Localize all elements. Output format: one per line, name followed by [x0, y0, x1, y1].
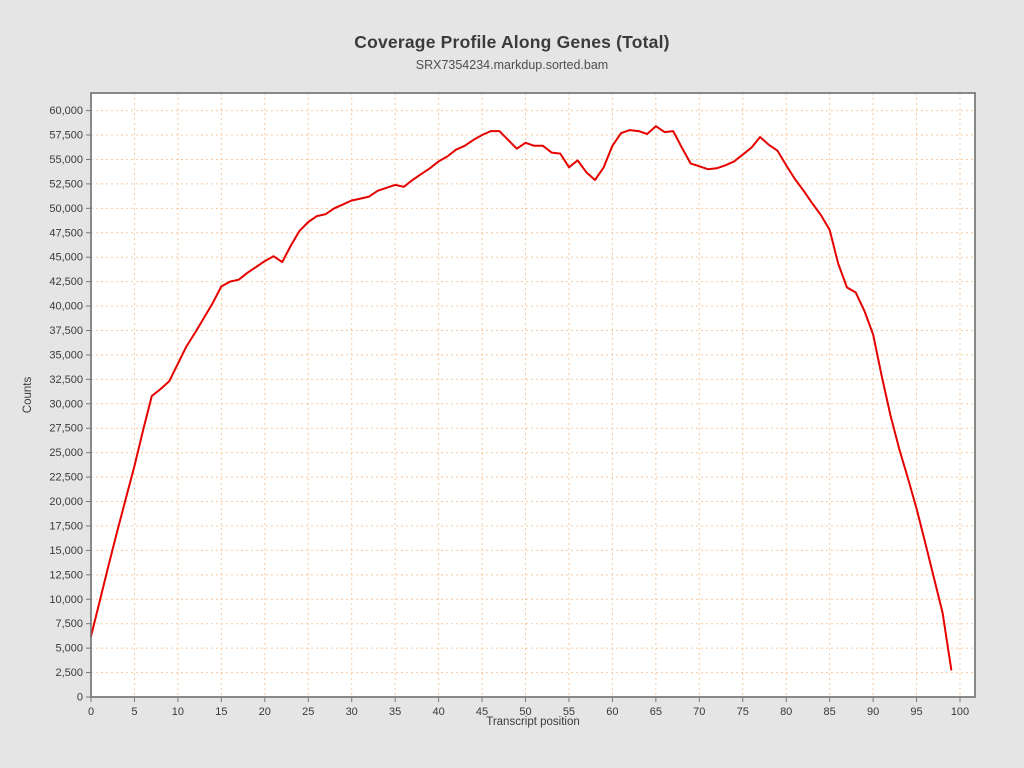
y-tick-label: 0 — [77, 692, 83, 704]
x-tick-label: 5 — [131, 706, 137, 718]
y-tick-label: 55,000 — [49, 154, 83, 166]
y-tick-label: 50,000 — [49, 203, 83, 215]
y-tick-label: 57,500 — [49, 130, 83, 142]
y-tick-label: 60,000 — [49, 105, 83, 117]
y-tick-label: 20,000 — [49, 496, 83, 508]
x-tick-label: 85 — [824, 706, 836, 718]
x-tick-label: 25 — [302, 706, 314, 718]
x-tick-label: 80 — [780, 706, 792, 718]
chart-title: Coverage Profile Along Genes (Total) — [354, 32, 670, 52]
y-tick-label: 32,500 — [49, 374, 83, 386]
y-tick-label: 40,000 — [49, 301, 83, 313]
x-tick-label: 20 — [259, 706, 271, 718]
coverage-line — [90, 125, 953, 671]
x-tick-label: 70 — [693, 706, 705, 718]
y-tick-label: 25,000 — [49, 447, 83, 459]
y-tick-label: 47,500 — [49, 227, 83, 239]
y-tick-label: 37,500 — [49, 325, 83, 337]
y-tick-label: 52,500 — [49, 178, 83, 190]
y-tick-label: 2,500 — [55, 667, 83, 679]
y-tick-label: 10,000 — [49, 594, 83, 606]
x-tick-label: 0 — [88, 706, 94, 718]
x-tick-label: 90 — [867, 706, 879, 718]
y-tick-label: 7,500 — [55, 618, 83, 630]
x-tick-label: 40 — [432, 706, 444, 718]
x-tick-label: 30 — [346, 706, 358, 718]
y-tick-label: 17,500 — [49, 520, 83, 532]
y-tick-label: 22,500 — [49, 472, 83, 484]
x-tick-label: 95 — [910, 706, 922, 718]
y-tick-label: 45,000 — [49, 252, 83, 264]
plot-frame — [90, 92, 976, 698]
y-tick-label: 42,500 — [49, 276, 83, 288]
x-tick-label: 55 — [563, 706, 575, 718]
y-tick-label: 5,000 — [55, 643, 83, 655]
x-tick-label: 10 — [172, 706, 184, 718]
x-tick-label: 75 — [737, 706, 749, 718]
x-tick-label: 100 — [951, 706, 969, 718]
x-tick-label: 65 — [650, 706, 662, 718]
x-tick-label: 15 — [215, 706, 227, 718]
x-tick-label: 60 — [606, 706, 618, 718]
plot-area — [91, 93, 975, 697]
y-tick-label: 30,000 — [49, 398, 83, 410]
x-tick-label: 50 — [519, 706, 531, 718]
y-tick-label: 35,000 — [49, 349, 83, 361]
x-tick-label: 45 — [476, 706, 488, 718]
y-tick-label: 27,500 — [49, 423, 83, 435]
x-axis-title: Transcript position — [486, 716, 580, 728]
chart-subtitle: SRX7354234.markdup.sorted.bam — [415, 58, 609, 72]
x-tick-label: 35 — [389, 706, 401, 718]
y-tick-label: 12,500 — [49, 569, 83, 581]
y-tick-label: 15,000 — [49, 545, 83, 557]
